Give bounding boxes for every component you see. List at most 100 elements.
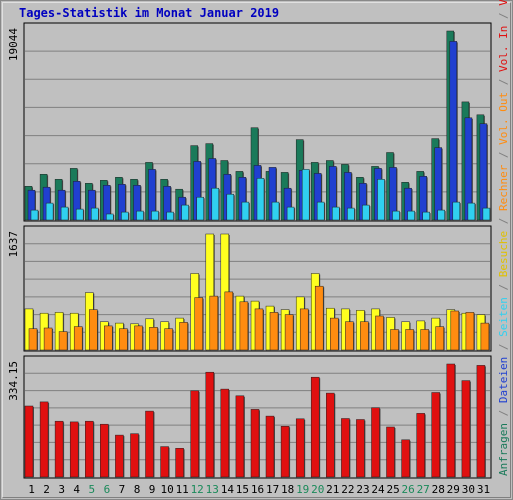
legend-text: Anfragen / Dateien / Seiten / Besuche / … xyxy=(497,0,510,476)
bar-rechner-day-24 xyxy=(375,315,384,351)
panel-bottom-ymax-label: 334.15 xyxy=(7,361,20,401)
legend-entry-volumen: Volumen xyxy=(497,0,510,6)
bar-volumen-day-3 xyxy=(54,420,64,478)
bar-volumen-day-14 xyxy=(220,388,230,478)
bar-volumen-day-10 xyxy=(160,446,169,478)
bar-seiten-day-13 xyxy=(211,187,220,221)
bar-rechner-day-15 xyxy=(239,301,249,351)
bar-seiten-day-3 xyxy=(60,206,69,221)
bar-volumen-day-9 xyxy=(145,410,154,478)
bar-volumen-day-8 xyxy=(130,433,139,478)
x-tick-label-23: 23 xyxy=(356,483,369,496)
bar-rechner-day-18 xyxy=(284,314,294,351)
bar-volumen-day-29 xyxy=(446,363,456,478)
x-tick-label-3: 3 xyxy=(58,483,65,496)
bar-rechner-day-7 xyxy=(119,328,128,351)
panel-top-ymax-label: 19044 xyxy=(7,28,20,61)
x-tick-label-21: 21 xyxy=(326,483,339,496)
bar-rechner-day-17 xyxy=(269,312,279,351)
x-tick-label-11: 11 xyxy=(176,483,189,496)
bar-seiten-day-30 xyxy=(467,202,476,221)
legend-separator: / xyxy=(497,403,510,423)
chart-title: Tages-Statistik im Monat Januar 2019 xyxy=(19,6,279,20)
bar-dateien-day-29 xyxy=(449,41,458,221)
bar-rechner-day-11 xyxy=(179,322,188,351)
bar-seiten-day-21 xyxy=(332,206,340,221)
legend-separator: / xyxy=(497,211,510,231)
bar-seiten-day-29 xyxy=(452,201,461,221)
bar-seiten-day-14 xyxy=(226,193,235,221)
bar-rechner-day-16 xyxy=(254,308,264,351)
bar-rechner-day-9 xyxy=(149,327,158,351)
bar-seiten-day-26 xyxy=(407,210,415,221)
x-tick-label-16: 16 xyxy=(251,483,264,496)
x-tick-label-4: 4 xyxy=(73,483,80,496)
bar-volumen-day-21 xyxy=(326,392,335,478)
bar-volumen-day-30 xyxy=(461,380,471,478)
bar-rechner-day-5 xyxy=(89,309,98,351)
legend-separator: / xyxy=(497,337,510,357)
bar-rechner-day-23 xyxy=(360,321,369,351)
bar-rechner-day-20 xyxy=(314,285,324,351)
bar-seiten-day-19 xyxy=(301,169,310,221)
bar-seiten-day-1 xyxy=(30,209,39,221)
bar-rechner-day-22 xyxy=(345,321,354,351)
legend-entry-vol-in: Vol. In xyxy=(497,26,510,72)
bar-seiten-day-4 xyxy=(75,208,84,221)
bar-dateien-day-31 xyxy=(479,123,488,221)
x-tick-label-8: 8 xyxy=(134,483,141,496)
bar-rechner-day-6 xyxy=(104,325,113,351)
bar-volumen-day-11 xyxy=(175,448,184,478)
bar-volumen-day-7 xyxy=(115,434,124,478)
bar-seiten-day-6 xyxy=(106,213,114,221)
x-tick-label-29: 29 xyxy=(447,483,460,496)
x-tick-label-6: 6 xyxy=(104,483,111,496)
x-tick-label-7: 7 xyxy=(119,483,126,496)
bar-rechner-day-1 xyxy=(28,328,38,351)
bar-volumen-day-24 xyxy=(371,407,380,478)
bar-rechner-day-21 xyxy=(330,317,339,351)
panel-middle-ymax-label: 1637 xyxy=(7,231,20,258)
bar-seiten-day-20 xyxy=(316,201,325,221)
bar-volumen-day-25 xyxy=(386,426,395,478)
x-tick-label-5: 5 xyxy=(88,483,95,496)
bar-volumen-day-2 xyxy=(39,401,49,478)
legend-entry-anfragen: Anfragen xyxy=(497,423,510,476)
x-tick-label-18: 18 xyxy=(281,483,294,496)
bar-volumen-day-27 xyxy=(416,413,425,478)
bar-rechner-day-26 xyxy=(405,329,414,351)
x-tick-label-13: 13 xyxy=(206,483,219,496)
bar-seiten-day-25 xyxy=(392,210,400,221)
bar-volumen-day-31 xyxy=(476,365,486,478)
legend-separator: / xyxy=(497,145,510,165)
x-axis-labels: 1 2 3 4 5 6 7 8 9 10 11 12 13 14 15 16 17 18 19 20 21 22 23 24 2… xyxy=(28,483,490,496)
x-tick-label-9: 9 xyxy=(149,483,156,496)
bar-volumen-day-22 xyxy=(341,418,350,478)
panel-middle: 1637 xyxy=(7,225,492,352)
bar-rechner-day-10 xyxy=(164,328,173,351)
legend-entry-besuche: Besuche xyxy=(497,231,510,277)
chart-legend: Anfragen / Dateien / Seiten / Besuche / … xyxy=(497,0,510,476)
bar-seiten-day-17 xyxy=(271,201,280,221)
bar-rechner-day-25 xyxy=(390,329,399,351)
chart-panels: 19044 1637 334.15 xyxy=(7,22,492,479)
bar-seiten-day-16 xyxy=(256,178,265,221)
legend-entry-dateien: Dateien xyxy=(497,357,510,403)
bar-seiten-day-24 xyxy=(377,179,385,221)
bar-rechner-day-29 xyxy=(450,310,460,351)
x-tick-label-14: 14 xyxy=(221,483,235,496)
bar-seiten-day-8 xyxy=(136,210,144,221)
bar-seiten-day-18 xyxy=(286,206,295,221)
bar-rechner-day-12 xyxy=(194,297,203,351)
bar-seiten-day-11 xyxy=(181,204,189,221)
bar-rechner-day-4 xyxy=(73,326,83,351)
bar-volumen-day-23 xyxy=(356,419,365,478)
x-tick-label-30: 30 xyxy=(462,483,475,496)
legend-entry-rechner: Rechner xyxy=(497,164,510,211)
bar-volumen-day-5 xyxy=(85,420,94,478)
bar-volumen-day-4 xyxy=(69,421,79,478)
x-tick-label-22: 22 xyxy=(341,483,354,496)
bar-seiten-day-31 xyxy=(482,207,491,221)
bar-rechner-day-3 xyxy=(58,331,68,351)
